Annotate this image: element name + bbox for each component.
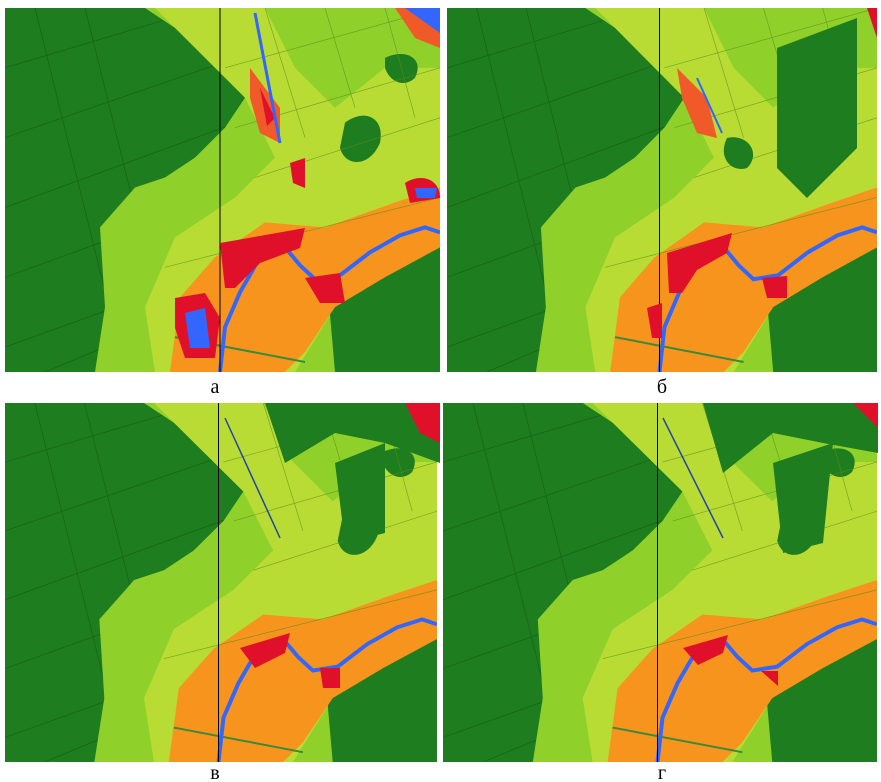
map-a: [5, 8, 440, 372]
maps: [0, 0, 881, 782]
panel-label: б: [642, 376, 682, 399]
map-c: [5, 403, 440, 762]
panel-label: в: [195, 762, 235, 782]
map-d: [443, 403, 878, 762]
panel-label: г: [642, 762, 682, 782]
map-b: [447, 8, 877, 372]
panel-label: а: [195, 376, 235, 399]
figure: а б в г: [0, 0, 881, 782]
